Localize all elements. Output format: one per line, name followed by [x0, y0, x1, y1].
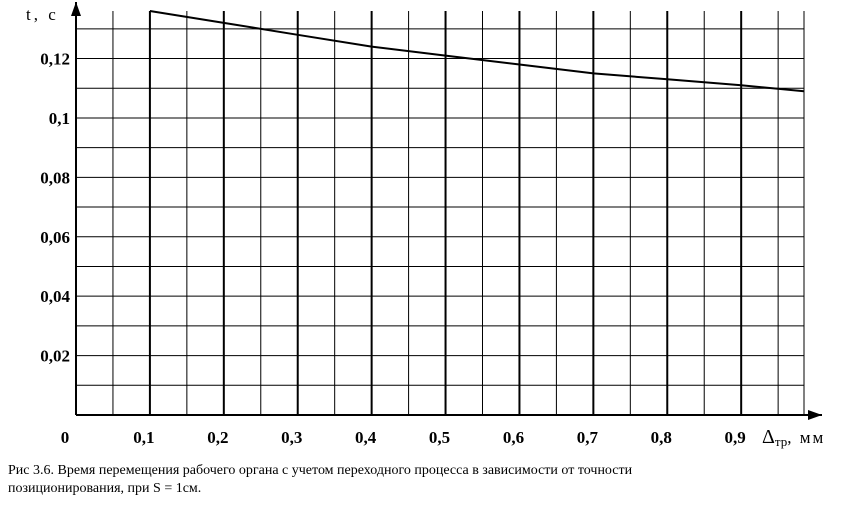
caption-line-1: Рис 3.6. Время перемещения рабочего орга…	[8, 463, 633, 478]
x-tick-label: 0,7	[577, 428, 599, 447]
y-tick-label: 0,1	[49, 109, 70, 128]
x-axis-arrow	[808, 410, 822, 420]
caption-line-2: позиционирования, при S = 1см.	[8, 481, 202, 496]
x-tick-label: 0,4	[355, 428, 377, 447]
grid	[76, 11, 805, 415]
x-tick-label: 0,2	[207, 428, 228, 447]
data-series	[149, 10, 805, 93]
y-tick-label: 0,08	[40, 168, 70, 187]
y-tick-label: 0,02	[40, 347, 70, 366]
x-tick-label: 0,6	[503, 428, 524, 447]
y-tick-label: 0,04	[40, 287, 70, 306]
origin-label: 0	[61, 428, 70, 447]
y-axis-arrow	[71, 2, 81, 16]
y-tick-label: 0,12	[40, 50, 70, 69]
x-tick-label: 0,8	[651, 428, 672, 447]
x-tick-label: 0,5	[429, 428, 450, 447]
axes	[71, 2, 822, 420]
y-axis-label: t, c	[26, 5, 59, 24]
series-line-0	[149, 10, 805, 93]
labels: 0,02 0,04 0,06 0,08 0,1 0,12 0,1 0,2 0,3 0,4 0,5 0,…	[26, 5, 825, 449]
chart: 0,02 0,04 0,06 0,08 0,1 0,12 0,1 0,2 0,3 0,4 0,5 0,…	[26, 2, 825, 449]
x-tick-label: 0,1	[133, 428, 154, 447]
x-tick-label: 0,9	[725, 428, 746, 447]
x-axis-label: Δтр, мм	[762, 426, 825, 449]
figure-caption: Рис 3.6. Время перемещения рабочего орга…	[8, 462, 808, 498]
x-tick-label: 0,3	[281, 428, 302, 447]
y-tick-label: 0,06	[40, 228, 70, 247]
